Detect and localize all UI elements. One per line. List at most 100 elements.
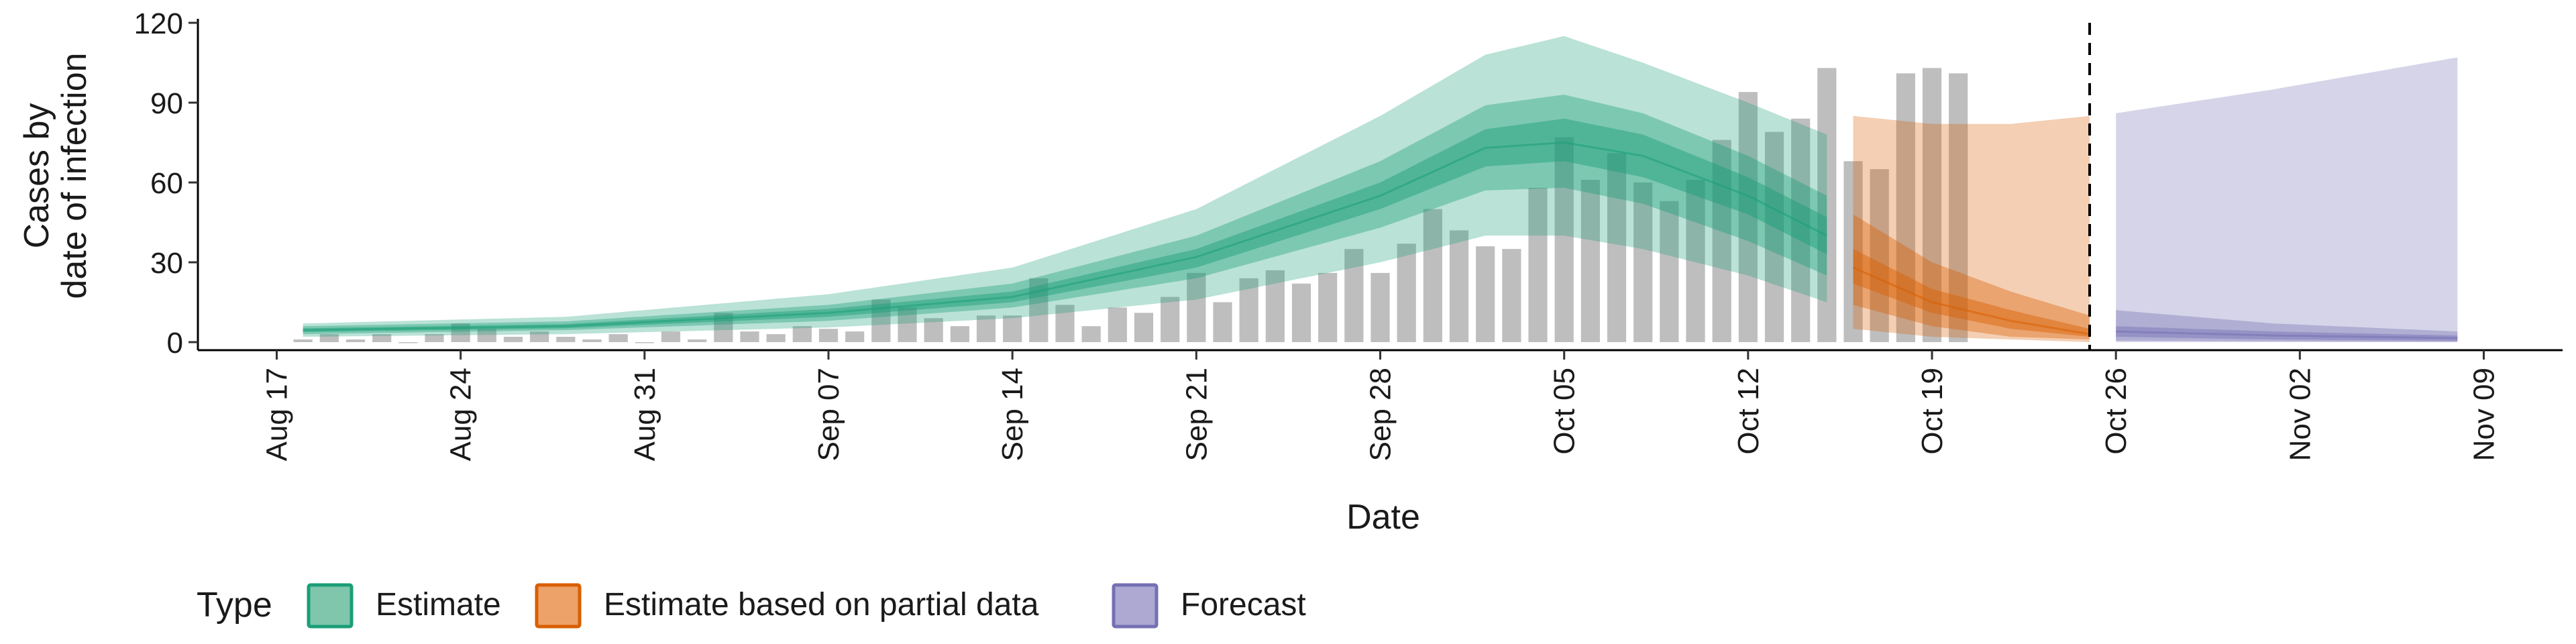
case-bar [319, 334, 339, 342]
case-bar [1949, 73, 1968, 342]
x-tick-label: Oct 26 [2100, 368, 2133, 455]
case-bar [1161, 297, 1180, 342]
y-axis-title-line: date of infection [55, 52, 94, 299]
legend: Type Estimate Estimate based on partial da… [197, 583, 1306, 629]
case-bar [1003, 315, 1022, 342]
case-bar [1660, 201, 1679, 342]
x-tick-label: Aug 31 [629, 368, 661, 461]
legend-swatch [1112, 583, 1159, 629]
case-bar [1239, 278, 1258, 342]
case-bar [818, 329, 839, 342]
case-bar [898, 307, 917, 342]
band-q90 [303, 36, 1827, 337]
case-bar [635, 342, 654, 343]
case-bar [1922, 68, 1942, 342]
y-tick-label: 30 [150, 247, 183, 280]
x-tick-label: Sep 07 [812, 368, 845, 461]
case-bar [1397, 244, 1416, 342]
case-bar [1738, 92, 1758, 342]
band-q50 [303, 95, 1827, 335]
case-bar [1607, 153, 1627, 342]
x-tick-label: Sep 21 [1180, 368, 1213, 461]
case-bar [345, 339, 366, 342]
case-bar [372, 334, 392, 342]
case-bar [766, 334, 786, 342]
case-bar [556, 337, 576, 342]
y-tick-label: 60 [150, 167, 183, 200]
case-bar [293, 339, 313, 342]
legend-swatch [307, 583, 354, 629]
legend-title: Type [197, 586, 272, 625]
case-bar [1791, 118, 1811, 343]
case-bar [1764, 131, 1784, 342]
median-line [303, 141, 1827, 331]
x-tick-label: Nov 09 [2468, 368, 2501, 461]
x-tick-label: Oct 05 [1548, 368, 1581, 455]
y-axis-title-line: Cases by [17, 103, 56, 249]
band-group-forecast [2116, 57, 2458, 342]
x-tick-label: Aug 17 [261, 368, 294, 461]
legend-item-estimate: Estimate [307, 583, 501, 629]
band-q25 [303, 118, 1827, 332]
band-q50 [1853, 214, 2090, 339]
band-group-estimate-based-on-partial-data [1852, 115, 2090, 343]
case-bar [425, 334, 444, 342]
case-bar [1213, 302, 1232, 342]
case-bar [1371, 272, 1390, 342]
case-bar [1896, 73, 1915, 342]
case-bar [1528, 187, 1548, 342]
band-q25 [1853, 249, 2090, 337]
case-bar [688, 339, 707, 342]
case-bar [1817, 68, 1837, 342]
case-bar [1633, 182, 1653, 342]
x-axis-title: Date [1346, 498, 1420, 537]
band-q90 [2116, 57, 2458, 342]
legend-label: Estimate based on partial data [604, 587, 1039, 623]
x-tick-label: Sep 14 [996, 368, 1029, 461]
case-bar [1580, 180, 1600, 342]
legend-swatch [535, 583, 582, 629]
x-tick-label: Sep 28 [1364, 368, 1397, 461]
x-tick-label: Aug 24 [445, 368, 478, 461]
case-bar [1554, 137, 1574, 343]
case-bar [845, 331, 865, 342]
case-bar [503, 337, 523, 342]
case-bar [1081, 326, 1101, 342]
case-bar [398, 342, 418, 343]
case-bar [1108, 307, 1127, 342]
case-bar [477, 329, 496, 342]
case-bar [1870, 169, 1889, 342]
y-axis: 0 30 60 90 120 [134, 7, 199, 360]
case-bar [924, 318, 943, 342]
case-bar [871, 299, 891, 342]
legend-item-forecast: Forecast [1112, 583, 1306, 629]
case-bar [1686, 180, 1705, 342]
estimate-bands [303, 36, 2458, 343]
case-bar [950, 326, 969, 342]
legend-label: Estimate [376, 587, 501, 623]
case-bar [1134, 313, 1154, 342]
case-bar [1449, 230, 1469, 342]
median-line [2116, 330, 2458, 339]
legend-label: Forecast [1181, 587, 1306, 623]
x-tick-label: Nov 02 [2284, 368, 2316, 461]
y-tick-label: 0 [167, 327, 183, 360]
y-tick-label: 90 [150, 87, 183, 120]
x-axis: Aug 17 Aug 24 Aug 31 Sep 07 Sep 14 Sep 21 Sep … [198, 349, 2563, 461]
case-bar [1502, 249, 1521, 342]
case-bar [1423, 209, 1442, 342]
case-bar [1476, 246, 1495, 342]
case-bar [1712, 140, 1731, 343]
case-bar [530, 331, 549, 342]
case-bar [1291, 283, 1311, 342]
case-bar [582, 339, 602, 342]
case-bar [661, 331, 681, 342]
case-bar [1265, 270, 1285, 342]
case-bar [792, 326, 812, 342]
x-tick-label: Oct 19 [1916, 368, 1949, 455]
y-tick-label: 120 [134, 7, 183, 40]
median-line [1852, 266, 2090, 335]
observed-cases-bars [293, 68, 1968, 343]
